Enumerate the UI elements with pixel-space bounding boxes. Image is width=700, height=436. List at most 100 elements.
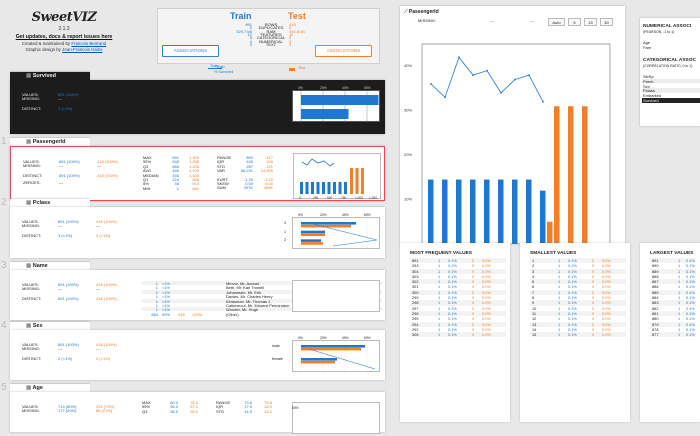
feature-card-survived[interactable]: VALUES: 891 (100%) MISSING: --- DISTINCT: 2 (… xyxy=(10,80,385,134)
table-row: 891 1 0.1% 0 0.0% xyxy=(410,258,506,264)
name-value: Minyor, Mr. August xyxy=(226,281,259,286)
table-value: 294 xyxy=(412,321,419,327)
values-label: VALUES: xyxy=(22,282,39,287)
feature-name: Age xyxy=(32,385,43,391)
table-value: 2 xyxy=(532,263,535,269)
sweetviz-logo: SweetVIZ xyxy=(31,10,97,25)
table-count-train: 1 xyxy=(558,310,561,316)
table-pct-test: 0.0% xyxy=(482,332,491,338)
values-train: 891 (100%) xyxy=(58,219,79,224)
feature-card-age[interactable]: VALUES: 714 (80%) 332 (79%) MISSING: 177 (20… xyxy=(10,392,385,434)
table-row: 6 1 0.1% 0 0.0% xyxy=(530,284,626,290)
table-pct-test: 0.0% xyxy=(482,316,491,322)
stat-train: 0.00 xyxy=(245,181,253,186)
distinct-train: 891 (100%) xyxy=(59,173,80,178)
table-pct-train: 0.1% xyxy=(568,326,577,332)
feature-card-passengerid[interactable]: VALUES: 891 (100%) 418 (100%) MISSING: --- --… xyxy=(10,146,385,201)
table-count-test: 0 xyxy=(592,273,595,279)
feature-card-name[interactable]: VALUES: 891 (100%) 418 (100%) MISSING: --- --… xyxy=(10,270,385,320)
author-link[interactable]: Francois Bertrand xyxy=(71,41,107,46)
category-label: female xyxy=(272,357,283,361)
x-tick: 750 xyxy=(341,196,347,200)
table-value: 298 xyxy=(412,300,419,306)
feature-chart xyxy=(292,402,380,434)
table-row: 303 1 0.1% 0 0.0% xyxy=(410,273,506,280)
card-tab[interactable] xyxy=(10,199,90,209)
categorical-assoc-item: Pclass xyxy=(643,88,655,94)
table-count-test: 0 xyxy=(592,316,595,322)
assoc-row-bg xyxy=(642,74,700,79)
missing-test: --- xyxy=(96,286,100,291)
designer-link[interactable]: Jean-Francois Hains xyxy=(62,47,103,52)
table-pct-test: 0.0% xyxy=(482,321,491,327)
feature-title: ▦ Survived xyxy=(26,73,56,79)
table-value: 297 xyxy=(412,305,419,311)
stat-test: 39.0 xyxy=(190,408,198,414)
legend-survived-label: % Survived xyxy=(214,70,234,74)
table-count-train: 1 xyxy=(558,300,561,306)
stat-key: IQR xyxy=(217,159,225,165)
card-tab[interactable] xyxy=(10,138,90,148)
table-count-train: 1 xyxy=(438,310,441,316)
table-value: 292 xyxy=(412,326,419,332)
survival-point xyxy=(430,83,432,85)
stat-key: Q3 xyxy=(142,408,148,414)
table-value: 296 xyxy=(412,310,419,316)
survival-point xyxy=(458,56,460,59)
summary-row-label: ROWS xyxy=(264,22,278,27)
missing-label: MISSING: xyxy=(22,223,41,228)
table-count-train: 1 xyxy=(678,258,681,263)
missing-test: --- xyxy=(96,346,100,351)
table-pct-train: 0.1% xyxy=(448,258,457,263)
values-train: 891 (100%) xyxy=(59,159,80,164)
table-pct-train: 0.1% xyxy=(448,310,457,316)
bin-button-15[interactable]: 15 xyxy=(584,18,597,26)
detail-missing-label: MISSING: xyxy=(418,18,437,23)
card-tab[interactable] xyxy=(10,384,90,394)
table-count-train: 1 xyxy=(678,300,681,306)
feature-card-sex[interactable]: VALUES: 891 (100%) 418 (100%) MISSING: --- --… xyxy=(10,330,385,380)
name-pct-train: <1% xyxy=(162,298,171,304)
table-count-train: 1 xyxy=(678,321,681,327)
feature-card-pclass[interactable]: VALUES: 891 (100%) 418 (100%) MISSING: --- --… xyxy=(10,207,385,258)
name-row xyxy=(142,298,382,303)
axis-tick: 40% xyxy=(342,336,349,340)
name-row xyxy=(142,311,382,316)
hist-bar-test xyxy=(582,106,588,244)
table-row: 296 1 0.1% 0 0.0% xyxy=(410,310,506,317)
feature-chart-svg xyxy=(293,281,381,313)
missing-test: 86 (21%) xyxy=(96,408,113,413)
table-value: 886 xyxy=(652,284,659,290)
table-count-train: 1 xyxy=(558,258,561,263)
bin-button-auto[interactable]: Auto xyxy=(548,18,565,26)
summary-row-label: TEXT xyxy=(265,41,277,47)
stat-test: 57.0 xyxy=(190,404,198,410)
summary-test-value: 418 xyxy=(289,22,296,27)
numerical-assoc-item: Fare xyxy=(643,45,652,50)
bin-button-5[interactable]: 5 xyxy=(568,18,581,26)
hist-bar-test xyxy=(554,106,560,244)
table-title: MOST FREQUENT VALUES xyxy=(410,251,473,256)
table-count-train: 1 xyxy=(558,316,561,322)
numeric-icon: ⟋ xyxy=(404,9,409,15)
table-pct-train: 0.1% xyxy=(568,263,577,269)
card-tab[interactable] xyxy=(10,72,90,82)
name-row xyxy=(142,285,382,290)
card-tab[interactable] xyxy=(10,262,90,272)
associations-button-test[interactable]: ASSOCIATIONS xyxy=(315,45,372,57)
table-pct-train: 0.1% xyxy=(448,268,457,274)
table-value: 295 xyxy=(412,316,419,322)
bar-train xyxy=(301,345,365,348)
hist-bar-test xyxy=(350,168,353,194)
table-pct-test: 0.0% xyxy=(602,268,611,274)
bar-train xyxy=(301,239,321,242)
table-value: 883 xyxy=(652,300,659,306)
bar-train xyxy=(301,95,379,105)
bin-button-30[interactable]: 30 xyxy=(600,18,613,26)
table-pct-test: 0.0% xyxy=(482,300,491,306)
summary-row-label: CATEGORICAL xyxy=(256,35,286,41)
associations-button-train[interactable]: ASSOCIATIONS xyxy=(162,45,219,57)
table-count-train: 1 xyxy=(438,300,441,306)
updates-link[interactable]: Get updates, docs & report issues here xyxy=(15,34,113,40)
card-tab[interactable] xyxy=(10,322,90,332)
